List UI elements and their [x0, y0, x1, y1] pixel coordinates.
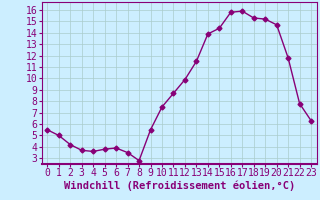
X-axis label: Windchill (Refroidissement éolien,°C): Windchill (Refroidissement éolien,°C): [64, 181, 295, 191]
